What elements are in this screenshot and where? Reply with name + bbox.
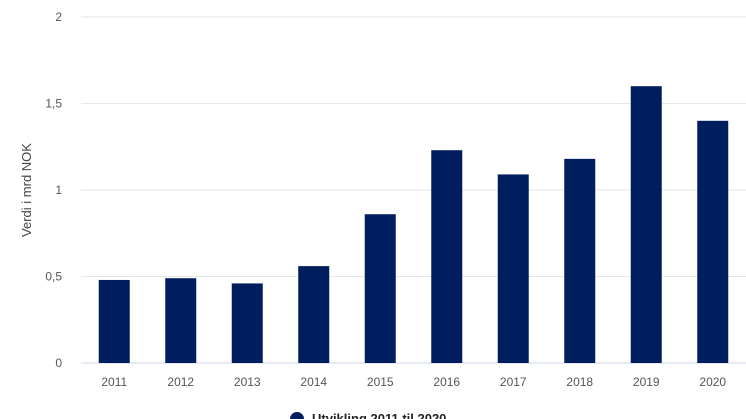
x-tick-label: 2017: [500, 375, 527, 389]
legend-marker: [290, 412, 304, 419]
bar[interactable]: [564, 158, 596, 363]
x-tick-label: 2012: [167, 375, 194, 389]
y-axis-title: Verdi i mrd NOK: [19, 143, 34, 237]
x-axis-ticks: 2011 2012 2013 2014 2015 2016 2017 2018 2019 2020: [101, 375, 726, 389]
x-tick-label: 2016: [433, 375, 460, 389]
bar[interactable]: [431, 150, 463, 363]
x-tick-label: 2011: [101, 375, 127, 389]
bar[interactable]: [231, 283, 263, 363]
y-tick-label: 1,5: [45, 97, 62, 111]
bar[interactable]: [165, 278, 197, 363]
legend-label: Utvikling 2011 til 2020: [312, 411, 446, 419]
bar[interactable]: [630, 86, 662, 363]
bar[interactable]: [98, 279, 130, 363]
x-tick-label: 2014: [300, 375, 327, 389]
bars: [98, 86, 729, 363]
legend[interactable]: Utvikling 2011 til 2020: [290, 411, 446, 419]
x-tick-label: 2019: [633, 375, 660, 389]
y-tick-label: 1: [55, 183, 62, 197]
x-tick-label: 2015: [367, 375, 394, 389]
y-tick-label: 0: [55, 356, 62, 370]
bar[interactable]: [497, 174, 529, 363]
x-tick-label: 2013: [234, 375, 261, 389]
x-tick-label: 2018: [566, 375, 593, 389]
bar[interactable]: [364, 214, 396, 363]
y-axis-ticks: 0 0,5 1 1,5 2: [45, 10, 62, 370]
y-tick-label: 0,5: [45, 270, 62, 284]
x-tick-label: 2020: [699, 375, 726, 389]
y-tick-label: 2: [55, 10, 62, 24]
bar[interactable]: [298, 266, 330, 363]
bar[interactable]: [697, 120, 729, 363]
